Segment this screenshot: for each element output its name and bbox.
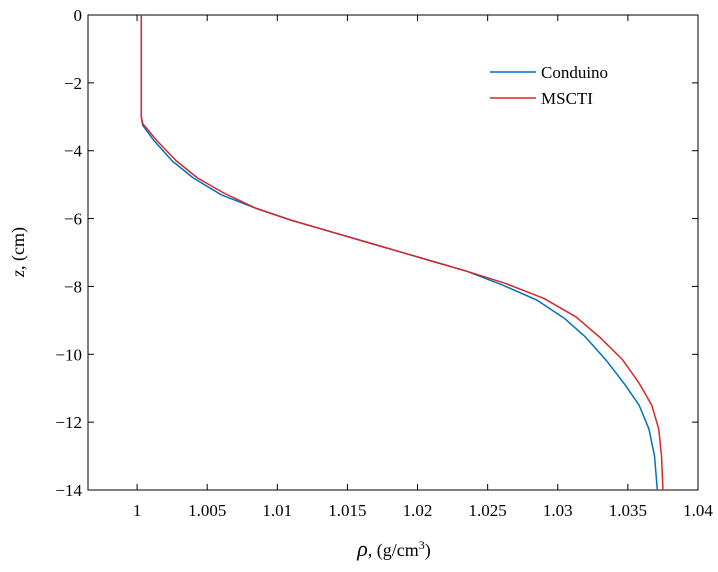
y-tick-label: −10: [55, 345, 82, 364]
y-tick-label: 0: [74, 6, 83, 25]
legend-label-mscti: MSCTI: [541, 89, 593, 108]
y-tick-label: −2: [64, 74, 82, 93]
x-tick-label: 1.03: [543, 501, 573, 520]
y-tick-label: −4: [64, 142, 83, 161]
x-tick-label: 1.005: [188, 501, 226, 520]
y-tick-label: −12: [55, 413, 82, 432]
tick-marks: [88, 14, 699, 491]
x-tick-label: 1.025: [469, 501, 507, 520]
x-tick-label: 1: [133, 501, 142, 520]
x-tick-label: 1.02: [403, 501, 433, 520]
series-lines: [140, 15, 664, 491]
x-tick-label: 1.04: [683, 501, 713, 520]
plot-frame: [87, 14, 699, 491]
x-tick-label: 1.035: [609, 501, 647, 520]
legend: Conduino MSCTI: [490, 63, 608, 108]
x-tick-label: 1.015: [328, 501, 366, 520]
y-tick-label: −6: [64, 210, 82, 229]
y-tick-label: −14: [55, 481, 82, 500]
y-tick-labels: 0 −2 −4 −6 −8 −10 −12 −14: [55, 6, 82, 500]
y-axis-label: z, (cm): [8, 227, 29, 278]
legend-label-conduino: Conduino: [541, 63, 608, 82]
series-line-conduino: [140, 15, 659, 491]
x-tick-label: 1.01: [262, 501, 292, 520]
y-tick-label: −8: [64, 277, 82, 296]
x-axis-label: ρ, (g/cm3): [356, 536, 431, 561]
series-line-mscti: [140, 15, 664, 491]
x-tick-labels: 1 1.005 1.01 1.015 1.02 1.025 1.03 1.035 1.04: [133, 501, 714, 520]
